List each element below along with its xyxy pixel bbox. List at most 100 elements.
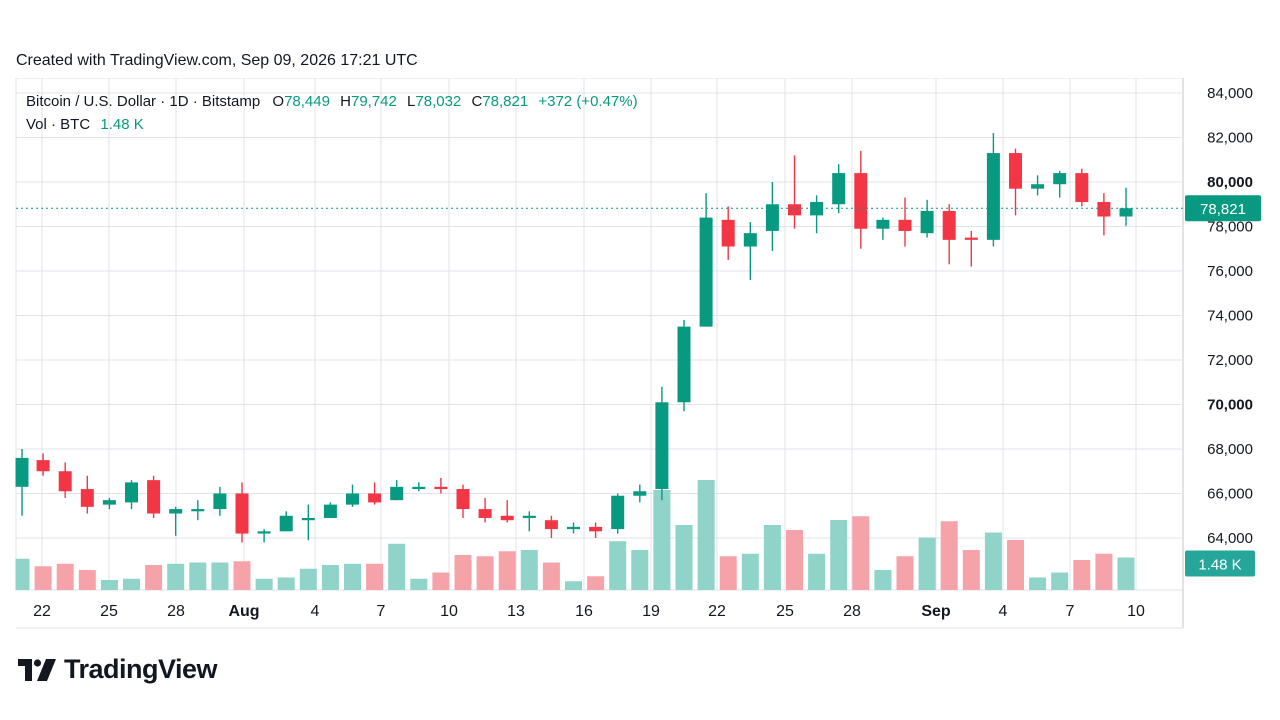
candle[interactable] <box>1097 193 1111 236</box>
volume-bar <box>211 562 229 590</box>
x-tick-label: 28 <box>843 603 861 620</box>
candle[interactable] <box>235 482 249 543</box>
candle[interactable] <box>522 511 536 532</box>
candle[interactable] <box>920 199 934 238</box>
candle[interactable] <box>1119 187 1133 226</box>
candle[interactable] <box>876 217 890 240</box>
volume-bar <box>344 563 361 590</box>
candle[interactable] <box>368 482 382 505</box>
candle[interactable] <box>655 386 669 501</box>
candle-body <box>346 493 359 505</box>
candle[interactable] <box>765 182 779 251</box>
candle-body <box>36 460 50 472</box>
y-tick-label: 66,000 <box>1207 486 1253 503</box>
candle-body <box>743 233 757 247</box>
candle-body <box>854 173 868 229</box>
volume-bar <box>719 556 737 590</box>
candle[interactable] <box>213 486 227 516</box>
x-tick-label: 25 <box>776 603 794 620</box>
candle[interactable] <box>169 506 183 536</box>
candle[interactable] <box>832 164 846 214</box>
candle[interactable] <box>964 230 978 267</box>
candle-body <box>699 217 713 327</box>
x-tick-label: 7 <box>377 603 386 620</box>
candle[interactable] <box>898 197 912 247</box>
volume-bar <box>410 578 428 590</box>
volume-bar <box>741 553 759 590</box>
candle[interactable] <box>390 480 404 501</box>
y-tick-label: 84,000 <box>1207 85 1253 102</box>
candle-body <box>567 526 580 530</box>
candle[interactable] <box>677 319 691 412</box>
volume-bar <box>498 551 516 590</box>
candle[interactable] <box>611 493 625 534</box>
candle[interactable] <box>434 477 448 494</box>
candle-body <box>478 509 492 518</box>
candle[interactable] <box>125 480 138 510</box>
candle-body <box>633 491 647 496</box>
legend-low-value: 78,032 <box>415 93 462 110</box>
candle[interactable] <box>279 511 293 532</box>
candle-body <box>942 210 956 240</box>
candle[interactable] <box>191 500 205 521</box>
volume-bar <box>808 553 826 590</box>
volume-bar <box>167 563 185 590</box>
candle[interactable] <box>589 522 603 538</box>
candle-body <box>765 204 779 231</box>
volume-bar <box>984 532 1002 590</box>
candle[interactable] <box>15 449 29 516</box>
volume-bar <box>233 561 251 590</box>
candle[interactable] <box>257 529 271 543</box>
candle[interactable] <box>147 475 161 518</box>
candle[interactable] <box>1009 148 1022 216</box>
candle[interactable] <box>456 484 470 518</box>
legend-close-label: C <box>471 93 483 110</box>
candle[interactable] <box>102 497 116 510</box>
candle[interactable] <box>301 504 315 541</box>
candle-body <box>147 480 161 514</box>
legend-low-label: L <box>407 93 416 110</box>
candles <box>15 133 1133 543</box>
tradingview-logo[interactable]: TradingView <box>18 654 218 685</box>
candle[interactable] <box>810 195 824 234</box>
candle[interactable] <box>478 497 492 523</box>
grid <box>15 77 1184 629</box>
candle[interactable] <box>633 484 647 503</box>
candle[interactable] <box>346 484 359 507</box>
y-tick-label: 64,000 <box>1207 530 1253 547</box>
candle[interactable] <box>1031 175 1045 196</box>
volume-bar <box>299 568 317 590</box>
candle[interactable] <box>323 502 337 518</box>
candle-body <box>58 471 72 492</box>
candle[interactable] <box>743 222 757 280</box>
candle[interactable] <box>567 522 580 534</box>
x-tick-label: 19 <box>642 603 660 620</box>
candle[interactable] <box>721 206 735 260</box>
candle-body <box>788 204 801 216</box>
volume-bar <box>366 563 384 590</box>
candle[interactable] <box>986 133 1000 247</box>
candle[interactable] <box>854 150 868 249</box>
volume-badge: 1.48 K <box>1185 550 1255 577</box>
volume-bar <box>454 555 472 590</box>
candle[interactable] <box>1053 170 1067 198</box>
candle[interactable] <box>412 482 426 492</box>
x-tick-label: 13 <box>507 603 525 620</box>
candle[interactable] <box>80 475 94 514</box>
candle[interactable] <box>699 193 713 327</box>
candle[interactable] <box>544 515 558 538</box>
x-tick-label: 22 <box>33 603 51 620</box>
volume-bar <box>896 556 914 590</box>
candle-body <box>412 486 426 490</box>
candle[interactable] <box>788 155 801 229</box>
candle[interactable] <box>58 462 72 498</box>
tradingview-logo-icon <box>18 658 56 681</box>
volume-bar <box>1095 553 1113 590</box>
candlestick-chart[interactable]: 84,000 82,000 80,000 78,000 76,000 74,000 72,0… <box>0 77 1280 638</box>
candle[interactable] <box>1075 168 1089 207</box>
candle[interactable] <box>36 453 50 476</box>
candle[interactable] <box>942 204 956 265</box>
candle[interactable] <box>500 500 514 523</box>
candle-body <box>1119 208 1133 217</box>
candle-body <box>323 504 337 518</box>
